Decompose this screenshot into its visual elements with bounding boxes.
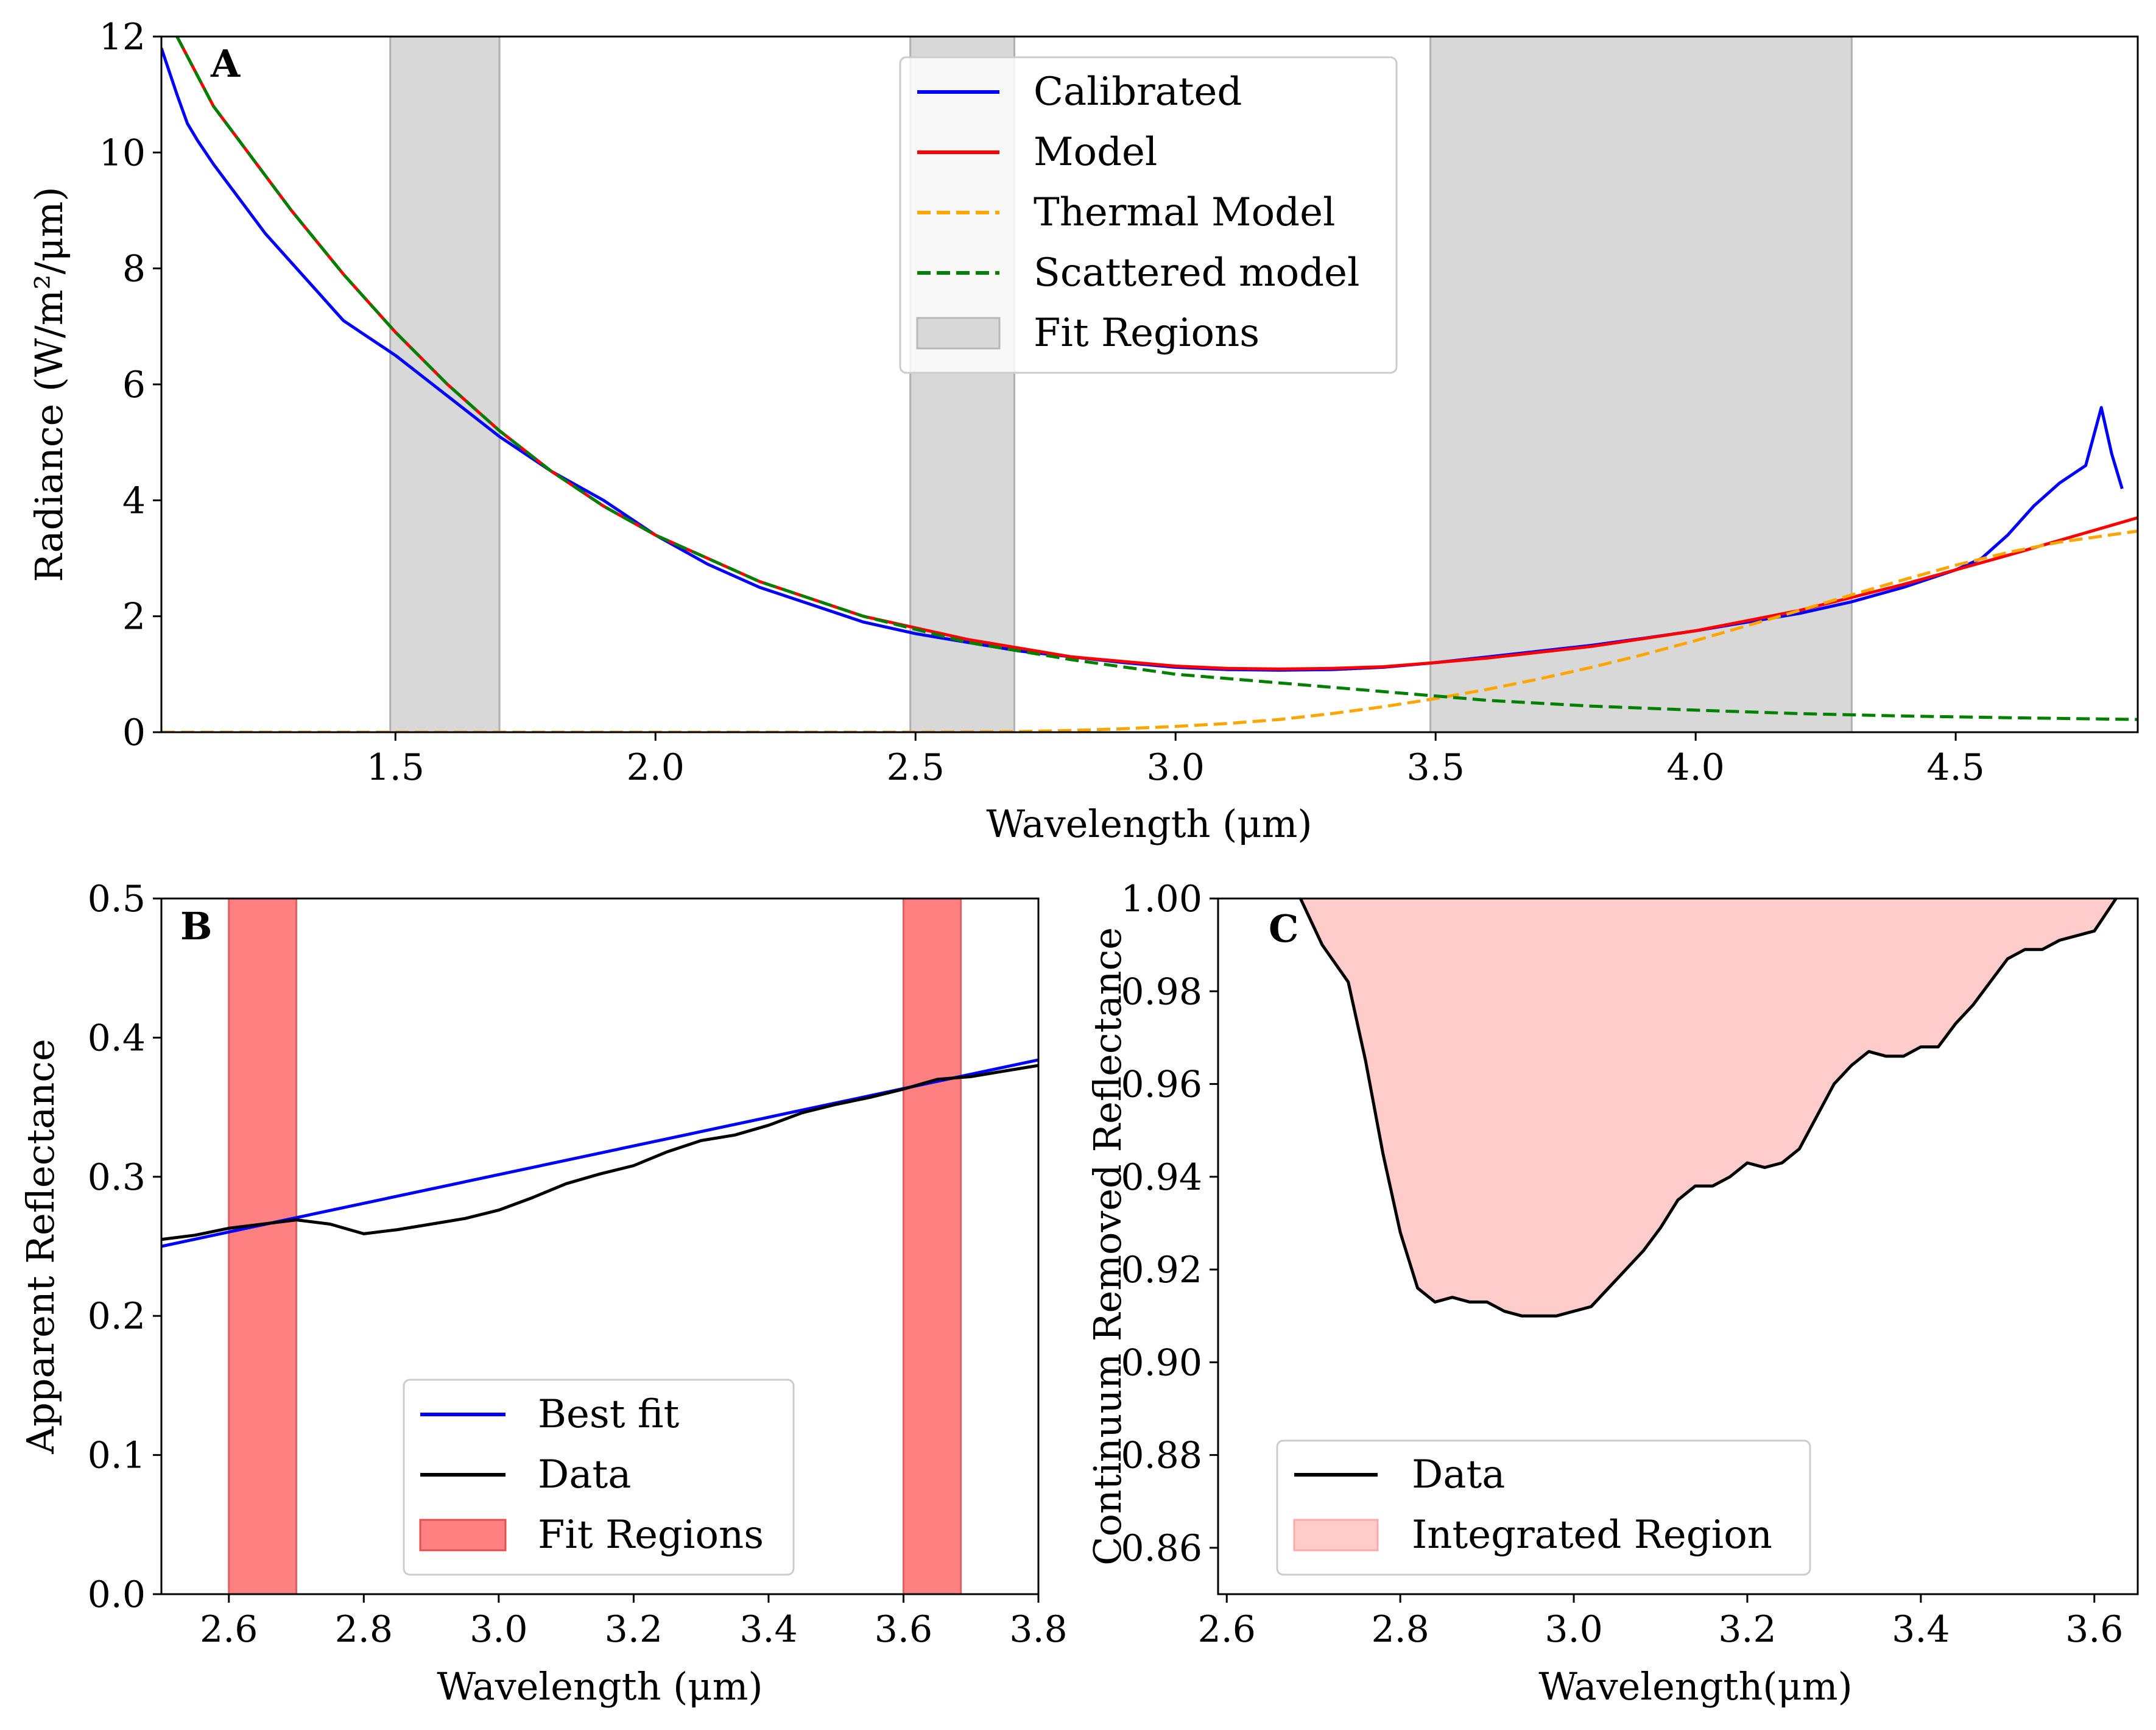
x-tick-label: 3.2 xyxy=(605,1608,663,1651)
series-model-line xyxy=(175,37,2138,671)
x-tick-label: 2.6 xyxy=(200,1608,258,1651)
legend-a-calibrated-label: Calibrated xyxy=(1034,69,1242,115)
x-tick-label: 2.8 xyxy=(1371,1608,1429,1651)
y-tick-label: 0.4 xyxy=(88,1017,146,1059)
fit-region-2 xyxy=(902,897,962,1595)
y-tick-label: 0.92 xyxy=(1121,1249,1202,1291)
panel-a-ylabel: Radiance (W/m²/μm) xyxy=(27,186,71,582)
y-tick-label: 4 xyxy=(122,479,146,522)
x-tick-label: 3.0 xyxy=(1146,746,1204,789)
x-tick-label: 3.0 xyxy=(470,1608,527,1651)
x-tick-label: 3.6 xyxy=(2065,1608,2123,1651)
panel-b: 2.6 2.8 3.0 3.2 3.4 3.6 3.80.00.10.20.30.40.5 … xyxy=(18,878,1068,1709)
x-tick-label: 3.5 xyxy=(1406,746,1464,789)
y-tick-label: 2 xyxy=(122,596,146,638)
panel-a-legend: Calibrated Model Thermal Model Scattered… xyxy=(899,56,1398,374)
x-tick-label: 2.6 xyxy=(1198,1608,1256,1651)
y-tick-label: 0.98 xyxy=(1121,970,1202,1013)
legend-b-regions-label: Fit Regions xyxy=(538,1513,764,1558)
x-tick-label: 2.0 xyxy=(627,746,685,789)
y-tick-label: 0.90 xyxy=(1121,1341,1202,1384)
x-tick-label: 1.5 xyxy=(367,746,425,789)
y-tick-label: 0.0 xyxy=(88,1573,146,1616)
x-tick-label: 3.8 xyxy=(1009,1608,1067,1651)
y-tick-label: 0.3 xyxy=(88,1156,146,1199)
x-tick-label: 4.5 xyxy=(1926,746,1984,789)
legend-c-integrated-label: Integrated Region xyxy=(1412,1513,1772,1558)
y-tick-label: 0.5 xyxy=(88,878,146,920)
x-tick-label: 2.8 xyxy=(335,1608,393,1651)
panel-a-xlabel: Wavelength (μm) xyxy=(986,802,1312,846)
legend-b-fit-label: Best fit xyxy=(538,1392,680,1437)
fit-region-1 xyxy=(228,897,298,1595)
legend-a-scattered-label: Scattered model xyxy=(1034,250,1359,295)
x-tick-label: 3.6 xyxy=(875,1608,932,1651)
y-tick-label: 0.94 xyxy=(1121,1156,1202,1199)
panel-c-ylabel: Continuum Removed Reflectance xyxy=(1085,927,1130,1566)
series-thermal-model-line xyxy=(161,529,2138,732)
x-tick-label: 3.0 xyxy=(1545,1608,1602,1651)
panel-c-legend: Data Integrated Region xyxy=(1276,1439,1811,1576)
x-tick-label: 4.0 xyxy=(1666,746,1724,789)
series-data-line xyxy=(161,1064,1038,1241)
y-tick-label: 0.86 xyxy=(1121,1527,1202,1570)
y-tick-label: 0.88 xyxy=(1121,1435,1202,1477)
legend-c-data-label: Data xyxy=(1412,1452,1505,1497)
panel-a: 1.5 2.0 2.5 3.0 3.5 4.0 4.5 0 2 4 6 8 10 12 A Wavelen… xyxy=(27,16,2139,846)
y-tick-label: 0.2 xyxy=(88,1295,146,1338)
panel-b-xlabel: Wavelength (μm) xyxy=(437,1664,763,1709)
panel-c-frame xyxy=(1217,897,2139,1595)
panel-b-frame xyxy=(160,897,1040,1595)
y-tick-label: 0.1 xyxy=(88,1435,146,1477)
legend-b-data-label: Data xyxy=(538,1452,631,1497)
x-tick-label: 3.4 xyxy=(739,1608,797,1651)
panel-c: 2.6 2.8 3.0 3.2 3.4 3.6 0.86 0.88 0.90 0.92 0.94 0.… xyxy=(1085,878,2139,1709)
x-tick-label: 3.4 xyxy=(1892,1608,1950,1651)
panel-a-legend-box xyxy=(899,56,1398,374)
panel-b-legend: Best fit Data Fit Regions xyxy=(403,1379,795,1576)
panel-c-letter: C xyxy=(1269,906,1298,951)
panel-c-xlabel: Wavelength(μm) xyxy=(1538,1664,1852,1709)
x-tick-label: 3.2 xyxy=(1718,1608,1776,1651)
panel-b-letter: B xyxy=(180,904,212,948)
y-tick-label: 8 xyxy=(122,248,146,291)
legend-a-fit-label: Fit Regions xyxy=(1034,311,1259,356)
y-tick-label: 6 xyxy=(122,364,146,406)
legend-b-regions-swatch xyxy=(419,1519,507,1552)
x-tick-label: 2.5 xyxy=(887,746,945,789)
y-tick-label: 10 xyxy=(99,132,146,174)
panel-a-letter: A xyxy=(210,41,241,86)
y-tick-label: 12 xyxy=(99,16,146,58)
y-tick-label: 0 xyxy=(122,711,146,754)
y-tick-label: 0.96 xyxy=(1121,1064,1202,1106)
fit-region-1 xyxy=(389,35,501,733)
panel-b-ylabel: Apparent Reflectance xyxy=(18,1039,63,1454)
integrated-region-fill xyxy=(1300,899,2116,1316)
series-scattered-model-line xyxy=(175,37,2138,721)
panel-c-legend-box xyxy=(1276,1439,1811,1576)
legend-c-integrated-swatch xyxy=(1293,1519,1379,1552)
legend-a-model-label: Model xyxy=(1034,130,1157,175)
legend-a-thermal-label: Thermal Model xyxy=(1034,190,1335,235)
series-data-line xyxy=(1299,899,2118,1318)
fit-region-3 xyxy=(1429,35,1853,733)
y-tick-label: 1.00 xyxy=(1121,878,1202,920)
legend-a-fit-swatch xyxy=(916,317,1001,350)
